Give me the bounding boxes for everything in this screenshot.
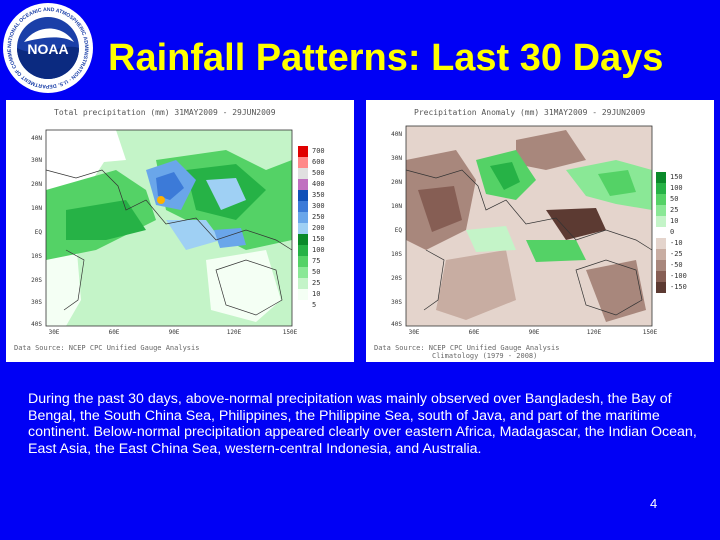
legend-label: -10 [670,239,683,247]
legend-label: 100 [670,184,683,192]
y-tick-label: 30N [31,157,42,164]
anomaly-map-source: Data Source: NCEP CPC Unified Gauge Anal… [374,344,560,352]
legend-swatch [656,216,666,227]
legend-swatch [298,157,308,168]
legend-swatch [298,190,308,201]
legend-label: 25 [670,206,679,214]
x-tick-label: 60E [109,329,120,336]
legend-swatch [656,205,666,216]
legend-swatch [656,271,666,282]
legend-label: -50 [670,261,683,269]
legend-swatch [656,172,666,183]
legend-label: 10 [312,290,321,298]
legend-swatch [298,179,308,190]
legend-label: 700 [312,147,325,155]
legend-label: -25 [670,250,683,258]
legend-label: 50 [312,268,321,276]
legend-label: 150 [670,173,683,181]
y-tick-label: 30N [391,155,402,162]
legend-label: 400 [312,180,325,188]
legend-swatch [656,238,666,249]
y-tick-label: EQ [395,227,403,234]
y-tick-label: 10N [31,205,42,212]
page-number: 4 [650,496,658,511]
y-tick-label: EQ [35,229,43,236]
total-map-title: Total precipitation (mm) 31MAY2009 - 29J… [54,108,276,117]
legend-label: 600 [312,158,325,166]
precipitation-anomaly-map: Precipitation Anomaly (mm) 31MAY2009 - 2… [366,100,714,362]
x-tick-label: 60E [469,329,480,336]
legend-label: 50 [670,195,679,203]
y-tick-label: 20S [391,275,402,282]
legend-label: 0 [670,228,675,236]
legend-swatch [298,212,308,223]
x-tick-label: 90E [169,329,180,336]
slide-description: During the past 30 days, above-normal pr… [28,391,697,457]
y-tick-label: 30S [31,299,42,306]
legend-label: 350 [312,191,325,199]
x-tick-label: 150E [643,329,658,336]
legend-swatch [656,249,666,260]
legend-label: 5 [312,301,317,309]
legend-swatch [656,260,666,271]
x-tick-label: 30E [49,329,60,336]
legend-swatch [298,278,308,289]
legend-label: -150 [670,283,687,291]
anomaly-map-title: Precipitation Anomaly (mm) 31MAY2009 - 2… [414,108,646,117]
legend-swatch [298,223,308,234]
y-tick-label: 40N [31,135,42,142]
legend-label: 10 [670,217,679,225]
legend-label: 250 [312,213,325,221]
legend-swatch [298,245,308,256]
x-tick-label: 90E [529,329,540,336]
legend-label: 300 [312,202,325,210]
logo-wordmark: NOAA [27,41,68,57]
slide-title: Rainfall Patterns: Last 30 Days [108,37,664,79]
legend-swatch [298,234,308,245]
legend-swatch [656,183,666,194]
x-tick-label: 150E [283,329,298,336]
y-tick-label: 10S [391,251,402,258]
total-map-graphic: 40N 30N 20N 10N EQ 10S 20S 30S 40S 30E 6… [31,129,298,336]
legend-swatch [656,227,666,238]
x-tick-label: 30E [409,329,420,336]
legend-swatch [656,194,666,205]
noaa-logo: NOAA NATIONAL OCEANIC AND ATMOSPHERIC AD… [2,2,93,93]
x-tick-label: 120E [227,329,242,336]
y-tick-label: 30S [391,299,402,306]
total-map-source: Data Source: NCEP CPC Unified Gauge Anal… [14,344,200,352]
legend-label: 75 [312,257,321,265]
legend-swatch [298,146,308,157]
y-tick-label: 40S [391,321,402,328]
legend-label: -100 [670,272,687,280]
x-tick-label: 120E [587,329,602,336]
legend-swatch [298,256,308,267]
legend-label: 100 [312,246,325,254]
y-tick-label: 20N [31,181,42,188]
legend-swatch [298,201,308,212]
y-tick-label: 20N [391,179,402,186]
legend-label: 500 [312,169,325,177]
y-tick-label: 10S [31,253,42,260]
legend-label: 25 [312,279,321,287]
legend-swatch [298,267,308,278]
legend-swatch [656,282,666,293]
anomaly-map-climatology: Climatology (1979 - 2008) [432,352,538,360]
legend-swatch [298,300,308,311]
legend-label: 200 [312,224,325,232]
y-tick-label: 40N [391,131,402,138]
y-tick-label: 40S [31,321,42,328]
legend-swatch [298,289,308,300]
anomaly-map-graphic: 40N 30N 20N 10N EQ 10S 20S 30S 40S 30E 6… [391,125,658,336]
legend-label: 150 [312,235,325,243]
y-tick-label: 20S [31,277,42,284]
legend-swatch [298,168,308,179]
y-tick-label: 10N [391,203,402,210]
total-precipitation-map: Total precipitation (mm) 31MAY2009 - 29J… [6,100,354,362]
